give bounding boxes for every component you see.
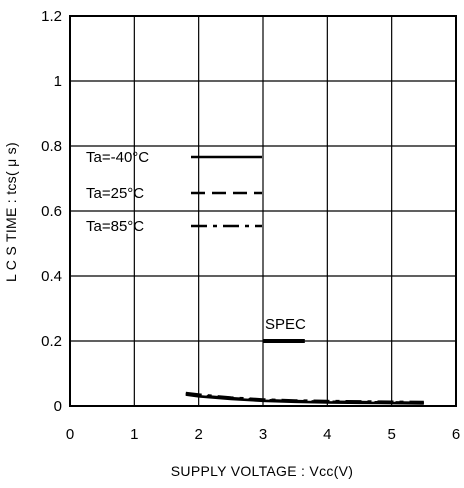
legend-label: Ta=25°C bbox=[86, 185, 144, 202]
annotation-group: SPEC bbox=[263, 316, 306, 343]
x-tick-label: 2 bbox=[194, 426, 202, 443]
x-tick-label: 1 bbox=[130, 426, 138, 443]
y-axis-title: L C S TIME : tcs( μ s) bbox=[3, 142, 19, 282]
x-tick-label: 6 bbox=[452, 426, 460, 443]
y-tick-label: 0.4 bbox=[41, 268, 62, 285]
y-tick-labels: 0 0.2 0.4 0.6 0.8 1 1.2 bbox=[41, 8, 62, 415]
x-axis-title: SUPPLY VOLTAGE : Vcc(V) bbox=[171, 463, 353, 479]
y-tick-label: 0.6 bbox=[41, 203, 62, 220]
grid bbox=[70, 16, 456, 406]
plot-border bbox=[69, 15, 457, 407]
series-line-3 bbox=[185, 391, 424, 404]
y-tick-label: 0 bbox=[54, 398, 62, 415]
y-tick-label: 0.2 bbox=[41, 333, 62, 350]
legend: Ta=-40°C Ta=25°C Ta=85°C bbox=[86, 149, 262, 235]
x-tick-labels: 0 1 2 3 4 5 6 bbox=[66, 426, 460, 443]
x-tick-label: 3 bbox=[259, 426, 267, 443]
y-tick-label: 1.2 bbox=[41, 8, 62, 25]
series-group bbox=[185, 391, 424, 405]
y-tick-label: 0.8 bbox=[41, 138, 62, 155]
x-tick-label: 4 bbox=[323, 426, 331, 443]
x-tick-label: 0 bbox=[66, 426, 74, 443]
legend-label: Ta=85°C bbox=[86, 218, 144, 235]
x-tick-label: 5 bbox=[387, 426, 395, 443]
y-tick-label: 1 bbox=[54, 73, 62, 90]
plot-frame bbox=[69, 15, 457, 407]
legend-label: Ta=-40°C bbox=[86, 149, 149, 166]
spec-label: SPEC bbox=[265, 316, 306, 333]
